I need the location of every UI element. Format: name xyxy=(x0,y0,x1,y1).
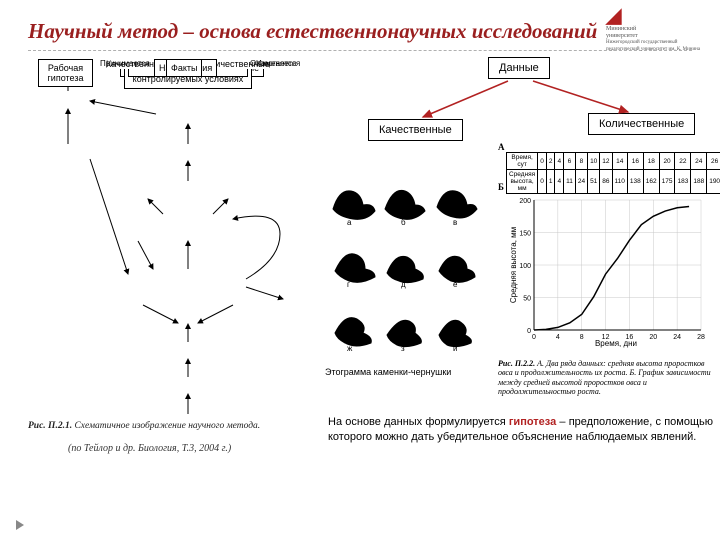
logo-sub: университет xyxy=(606,33,638,39)
label-accept: Принимается xyxy=(100,59,150,68)
method-source: (по Тейлор и др. Биология, Т.3, 2004 г.) xyxy=(68,443,231,454)
svg-text:150: 150 xyxy=(519,231,531,238)
svg-text:б: б xyxy=(401,218,406,227)
svg-text:Средняя высота, мм: Средняя высота, мм xyxy=(509,227,518,303)
method-caption-text: Схематичное изображение научного метода. xyxy=(74,421,260,431)
logo-tiny: Нижегородский государственный педагогиче… xyxy=(606,40,700,52)
growth-panel: А Время, сут02468101214161820222426Средн… xyxy=(498,144,713,384)
svg-text:8: 8 xyxy=(580,334,584,341)
svg-text:д: д xyxy=(401,280,406,289)
box-work-hyp: Рабочая гипотеза xyxy=(38,59,93,87)
university-logo: ◢ МининскийуниверситетНижегородский госу… xyxy=(606,8,706,52)
growth-chart: 0481216202428 050100150200 Время, дни Ср… xyxy=(506,190,706,350)
growth-caption-prefix: Рис. П.2.2. xyxy=(498,359,535,368)
svg-text:200: 200 xyxy=(519,198,531,205)
svg-text:100: 100 xyxy=(519,263,531,270)
svg-text:и: и xyxy=(453,344,457,353)
svg-text:20: 20 xyxy=(649,334,657,341)
method-diagram: Закон Теория Рабочая гипотеза Объяснения… xyxy=(28,59,308,439)
svg-text:50: 50 xyxy=(523,296,531,303)
para-hyp: гипотеза xyxy=(509,416,556,428)
birds-caption: Этограмма каменки-чернушки xyxy=(325,367,451,377)
svg-text:0: 0 xyxy=(532,334,536,341)
box-facts: Факты xyxy=(166,59,202,77)
svg-text:Время, дни: Время, дни xyxy=(595,339,637,348)
hypothesis-paragraph: На основе данных формулируется гипотеза … xyxy=(328,415,713,445)
label-reject: Отвергается xyxy=(250,59,296,68)
svg-text:з: з xyxy=(401,344,405,353)
divider xyxy=(28,50,692,51)
birds-ethogram: а б в г д е ж з и xyxy=(323,169,483,364)
svg-text:0: 0 xyxy=(527,328,531,335)
para-pre: На основе данных формулируется xyxy=(328,416,509,428)
growth-caption: Рис. П.2.2. А. Два ряда данных: средняя … xyxy=(498,359,716,396)
svg-text:в: в xyxy=(453,218,457,227)
method-caption: Рис. П.2.1. Схематичное изображение науч… xyxy=(28,421,260,431)
svg-text:24: 24 xyxy=(673,334,681,341)
svg-text:28: 28 xyxy=(697,334,705,341)
svg-text:4: 4 xyxy=(556,334,560,341)
logo-mark: ◢ xyxy=(606,8,706,24)
svg-text:а: а xyxy=(347,218,352,227)
svg-text:ж: ж xyxy=(347,344,353,353)
panel-b-label: Б xyxy=(498,182,504,192)
method-caption-prefix: Рис. П.2.1. xyxy=(28,421,72,431)
page-title: Научный метод – основа естественнонаучны… xyxy=(28,18,692,44)
svg-text:г: г xyxy=(347,280,350,289)
panel-a-label: А xyxy=(498,142,505,152)
method-arrows xyxy=(28,59,308,439)
growth-table: Время, сут02468101214161820222426Средняя… xyxy=(506,152,720,194)
svg-text:е: е xyxy=(453,280,458,289)
logo-uni: Мининский xyxy=(606,26,636,32)
play-icon xyxy=(16,520,24,530)
